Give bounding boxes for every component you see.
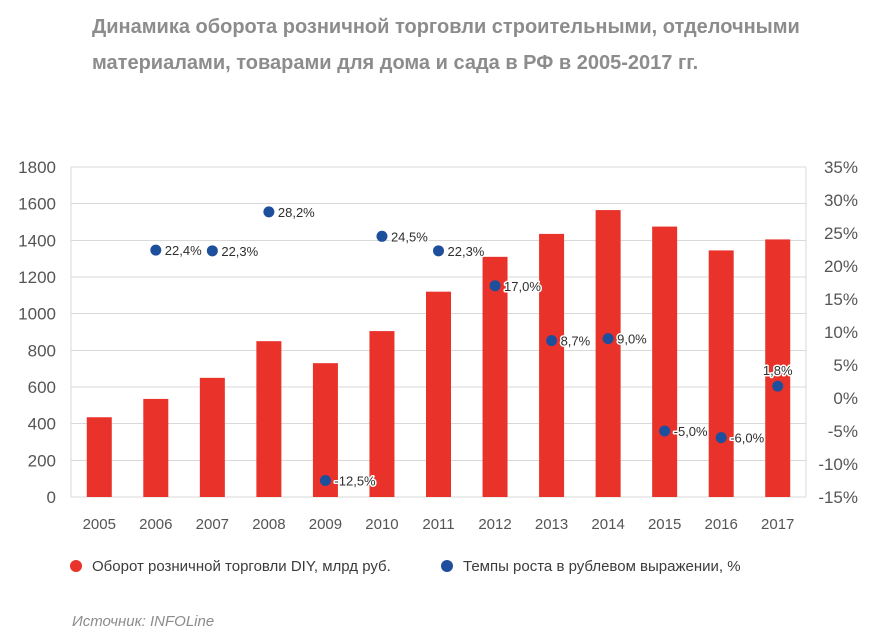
bar-2013 — [539, 233, 565, 497]
legend-item-growth: Темпы роста в рублевом выражении, % — [441, 557, 741, 575]
legend-item-turnover: Оборот розничной торговли DIY, млрд руб. — [70, 557, 391, 575]
y-axis-left-tick-label: 1200 — [18, 268, 56, 287]
growth-label-2008: 28,2% — [278, 205, 315, 220]
y-axis-left-tick-label: 1400 — [18, 231, 56, 250]
growth-point-2015 — [659, 425, 671, 437]
y-axis-right-tick-label: 0% — [833, 389, 858, 408]
bar-2006 — [143, 398, 169, 497]
bar-2005 — [86, 417, 112, 497]
y-axis-right-tick-label: 15% — [824, 290, 858, 309]
x-axis-tick-label: 2015 — [648, 516, 681, 533]
x-axis-tick-label: 2012 — [478, 516, 511, 533]
y-axis-right-tick-label: -5% — [828, 422, 858, 441]
growth-point-2010 — [376, 230, 388, 242]
source-note: Источник: INFOLine — [72, 613, 215, 630]
x-axis-tick-label: 2007 — [196, 516, 229, 533]
growth-point-2014 — [602, 333, 614, 345]
growth-label-2007: 22,3% — [221, 244, 258, 259]
y-axis-right-tick-label: -15% — [818, 488, 858, 507]
y-axis-left-tick-label: 600 — [28, 378, 56, 397]
bar-2011 — [426, 291, 451, 497]
bar-2017 — [765, 239, 791, 497]
y-axis-right-tick-label: 10% — [824, 323, 858, 342]
legend-red-dot-icon — [70, 560, 82, 572]
growth-point-2009 — [319, 475, 331, 486]
y-axis-right-tick-label: 35% — [824, 158, 858, 177]
y-axis-left-tick-label: 1600 — [18, 195, 56, 214]
bar-2009 — [312, 363, 338, 497]
x-axis-tick-label: 2010 — [365, 516, 398, 533]
growth-label-2010: 24,5% — [391, 229, 428, 244]
x-axis-tick-label: 2017 — [761, 516, 794, 533]
y-axis-right-tick-label: 5% — [833, 356, 858, 375]
growth-point-2011 — [433, 245, 444, 257]
growth-point-2007 — [206, 245, 218, 257]
growth-label-2017: 1,8% — [763, 363, 793, 378]
growth-point-2012 — [489, 280, 501, 292]
growth-point-2017 — [772, 380, 784, 392]
x-axis-tick-label: 2008 — [252, 516, 285, 533]
y-axis-right-tick-label: 20% — [824, 257, 858, 276]
growth-point-2016 — [715, 432, 727, 444]
x-axis-tick-label: 2006 — [139, 516, 172, 533]
x-axis-tick-label: 2011 — [422, 516, 454, 533]
x-axis-tick-label: 2013 — [535, 516, 568, 533]
growth-label-2006: 22,4% — [165, 243, 202, 258]
legend-blue-dot-icon — [441, 560, 453, 572]
bar-2008 — [256, 341, 282, 497]
growth-label-2015: -5,0% — [674, 424, 708, 439]
growth-label-2012: 17,0% — [504, 279, 541, 294]
y-axis-left-tick-label: 200 — [28, 451, 56, 470]
x-axis-tick-label: 2016 — [705, 516, 738, 533]
growth-point-2013 — [546, 335, 558, 347]
growth-label-2014: 9,0% — [617, 332, 647, 347]
growth-point-2008 — [263, 206, 275, 218]
chart-title: Динамика оборота розничной торговли стро… — [92, 16, 800, 74]
bar-2016 — [708, 250, 734, 497]
x-axis-tick-label: 2014 — [591, 516, 624, 533]
growth-label-2011: 22,3% — [448, 244, 485, 259]
growth-point-2006 — [150, 244, 162, 256]
bar-2014 — [595, 210, 621, 498]
x-axis-tick-label: 2009 — [309, 516, 342, 533]
legend-label-growth: Темпы роста в рублевом выражении, % — [463, 557, 741, 575]
y-axis-right-tick-label: -10% — [818, 455, 858, 474]
growth-label-2013: 8,7% — [561, 334, 591, 349]
bar-2010 — [369, 331, 395, 497]
y-axis-left-tick-label: 800 — [28, 341, 56, 360]
legend-label-turnover: Оборот розничной торговли DIY, млрд руб. — [92, 557, 391, 575]
bar-2007 — [199, 377, 225, 497]
bar-2015 — [652, 226, 678, 498]
y-axis-left-tick-label: 1000 — [18, 305, 56, 324]
growth-label-2009: -12,5% — [334, 474, 376, 489]
y-axis-right-tick-label: 25% — [824, 224, 858, 243]
growth-label-2016: -6,0% — [730, 431, 764, 446]
y-axis-left-tick-label: 400 — [28, 415, 56, 434]
x-axis-tick-label: 2005 — [83, 516, 116, 533]
y-axis-left-tick-label: 1800 — [18, 158, 56, 177]
y-axis-left-tick-label: 0 — [47, 488, 56, 507]
y-axis-right-tick-label: 30% — [824, 191, 858, 210]
bar-2012 — [482, 256, 508, 497]
